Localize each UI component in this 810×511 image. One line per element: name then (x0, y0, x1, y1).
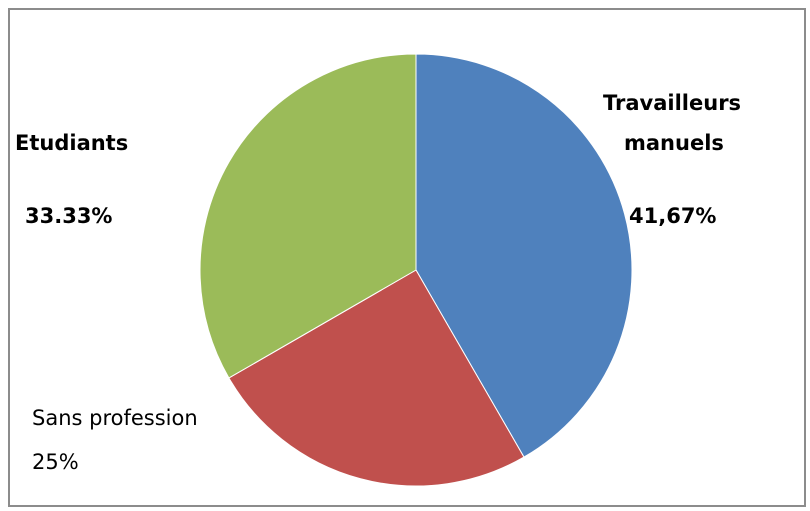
pie-slice-sans-profession (228, 269, 525, 487)
pie-slice-travailleurs-manuels (415, 53, 633, 458)
label-travailleurs-line2: manuels (624, 131, 724, 155)
pie-slice-etudiants (199, 53, 417, 379)
label-sans-profession: Sans profession (32, 406, 198, 430)
label-etudiants: Etudiants (15, 131, 128, 155)
value-sans-profession: 25% (32, 450, 79, 474)
value-travailleurs: 41,67% (629, 204, 716, 228)
pie-slices (199, 53, 633, 487)
value-etudiants: 33.33% (25, 204, 112, 228)
label-travailleurs-line1: Travailleurs (603, 91, 741, 115)
